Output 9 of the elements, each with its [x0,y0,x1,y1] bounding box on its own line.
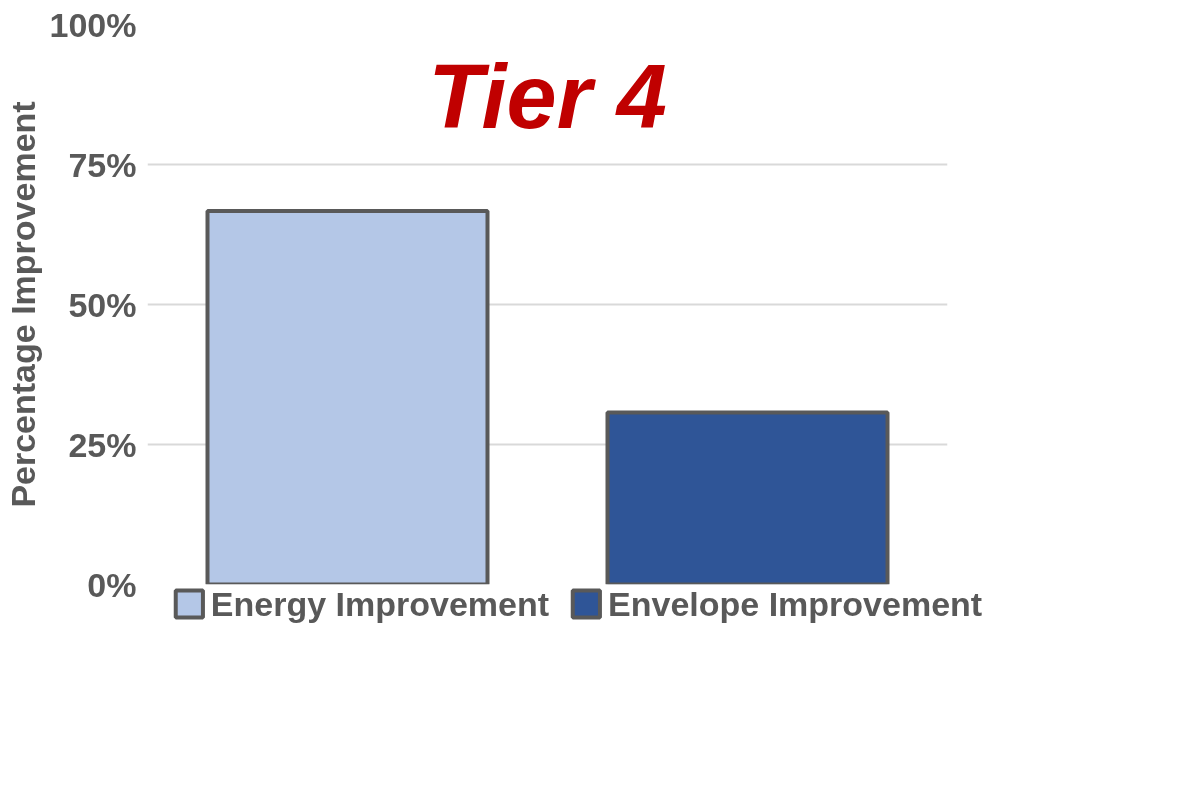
legend-label: Energy Improvement [210,584,550,623]
legend-label: Envelope Improvement [608,584,983,623]
y-axis-title: Percentage Improvement [3,101,42,508]
y-tick-label: 100% [49,5,137,44]
y-tick-label: 75% [68,145,137,184]
y-tick-label: 0% [87,565,137,604]
y-tick-label: 25% [68,425,137,464]
chart-title: Tier 4 [428,47,667,148]
y-tick-label: 50% [68,285,137,324]
